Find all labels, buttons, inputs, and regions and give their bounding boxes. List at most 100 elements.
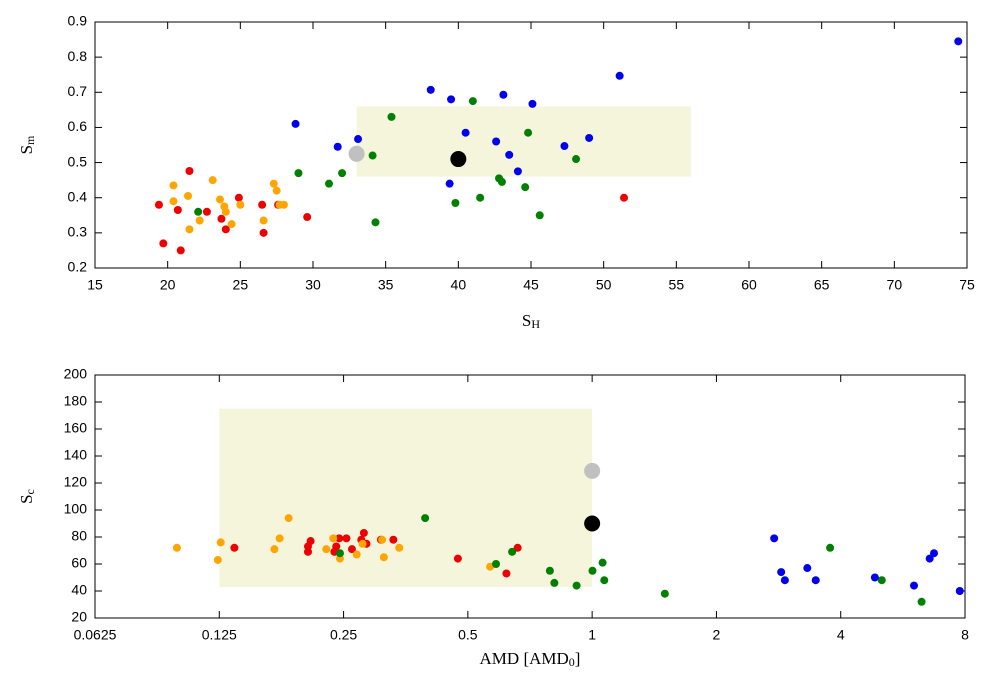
x-tick-label: 15 [87,277,103,293]
data-point [505,150,514,159]
y-tick-label: 180 [64,393,88,409]
data-point [497,177,506,186]
data-point [159,239,168,248]
data-point [358,539,367,548]
data-point [294,169,303,178]
data-point [194,207,203,216]
y-tick-label: 0.4 [68,188,88,204]
data-point [258,200,267,209]
data-point [811,576,820,585]
y-tick-label: 20 [71,609,87,625]
data-point [513,167,522,176]
y-tick-label: 0.9 [68,13,88,29]
data-point [954,37,963,46]
y-tick-label: 200 [64,366,88,382]
highlight-region [356,106,691,177]
axis-label: SH [522,311,540,331]
data-point [227,220,236,229]
y-tick-label: 160 [64,420,88,436]
data-point [453,554,462,563]
data-point [826,543,835,552]
data-point [173,206,182,215]
data-point [176,246,185,255]
data-point [930,549,939,558]
data-point [528,99,537,108]
data-point [588,566,597,575]
data-point [195,216,204,225]
data-point [322,545,331,554]
data-point [925,554,934,563]
data-point [169,197,178,206]
data-point [291,119,300,128]
data-point [213,555,222,564]
axis-label: Sm [17,135,37,154]
highlight-region [219,408,593,587]
data-point [451,198,460,207]
x-tick-label: 20 [160,277,176,293]
data-point [545,566,554,575]
data-point [272,186,281,195]
x-tick-label: 30 [305,277,321,293]
y-tick-label: 100 [64,501,88,517]
data-point [342,534,351,543]
x-tick-label: 65 [814,277,830,293]
data-point [172,543,181,552]
data-point [560,142,569,151]
y-tick-label: 80 [71,528,87,544]
data-point [338,169,347,178]
data-point [335,549,344,558]
data-point [777,568,786,577]
data-point [259,216,268,225]
axis-label: AMD [AMD0] [480,649,581,669]
x-tick-label: 70 [887,277,903,293]
data-point [208,176,217,185]
data-point [877,576,886,585]
data-point [572,155,581,164]
data-point [450,151,467,168]
data-point [584,515,601,532]
axis-label-text: ] [575,649,581,668]
axis-label-text: S [522,311,531,330]
data-point [185,225,194,234]
axis-label-text: S [17,145,36,154]
plot-frame [94,374,966,619]
data-point [389,535,398,544]
data-point [378,535,387,544]
data-point [521,183,530,192]
y-tick-label: 0.3 [68,224,88,240]
data-point [572,581,581,590]
data-point [524,128,533,137]
data-point [508,547,517,556]
data-point [600,576,609,585]
axis-label-subscript: 0 [569,655,575,669]
data-point [620,193,629,202]
y-tick-label: 60 [71,555,87,571]
y-tick-label: 0.5 [68,153,88,169]
x-tick-label: 55 [669,277,685,293]
data-point [348,145,365,162]
data-point [270,545,279,554]
y-tick-label: 120 [64,474,88,490]
data-point [395,543,404,552]
data-point [445,179,454,188]
data-point [447,95,456,104]
data-point [513,543,522,552]
plot-frame [94,21,968,269]
data-point [154,200,163,209]
data-point [333,142,342,151]
data-point [535,211,544,220]
x-tick-label: 25 [233,277,249,293]
data-point [461,128,470,137]
data-point [780,576,789,585]
data-point [476,193,485,202]
data-point [347,545,356,554]
data-point [221,225,230,234]
x-tick-label: 35 [378,277,394,293]
data-point [169,181,178,190]
x-tick-label: 8 [961,627,969,643]
x-tick-label: 4 [837,627,845,643]
data-point [332,542,341,551]
data-point [306,537,315,546]
data-point [275,534,284,543]
